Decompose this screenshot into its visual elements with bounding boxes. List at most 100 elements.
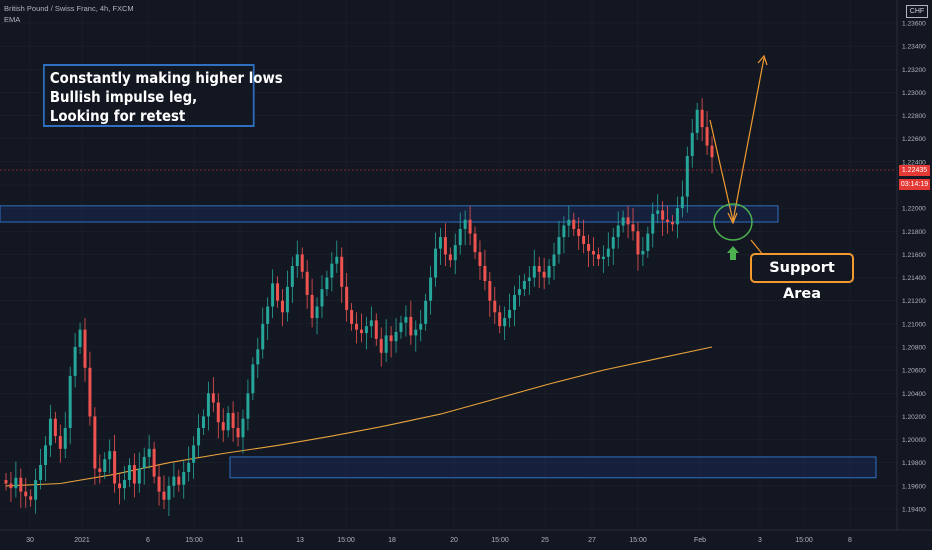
y-tick-label: 1.19400 <box>902 507 926 514</box>
candle-body <box>201 416 205 428</box>
x-tick-label: 11 <box>236 537 243 544</box>
candle-body <box>113 451 117 484</box>
candle-body <box>290 266 294 287</box>
candle-body <box>251 364 255 394</box>
y-tick-label: 1.20400 <box>902 391 926 398</box>
candle-body <box>577 228 581 236</box>
candle-body <box>616 225 620 238</box>
candle-body <box>246 393 250 419</box>
candle-body <box>364 326 368 334</box>
candle-body <box>498 312 502 327</box>
x-tick-label: 15:00 <box>491 537 509 544</box>
indicator-label[interactable]: EMA <box>4 15 21 24</box>
x-axis-ticks[interactable]: 30 2021 6 15:00 11 13 15:00 18 20 15:00 25 27 15:00 F… <box>26 537 852 544</box>
candle-body <box>226 412 230 431</box>
candle-body <box>414 329 418 336</box>
candle-body <box>236 428 240 438</box>
x-tick-label: 13 <box>296 537 304 544</box>
candle-body <box>276 283 280 301</box>
candle-body <box>458 228 462 246</box>
y-tick-label: 1.20200 <box>902 414 926 421</box>
candle-body <box>310 294 314 319</box>
candle-body <box>39 465 43 481</box>
candle-body <box>280 300 284 313</box>
candle-body <box>547 266 551 278</box>
candle-body <box>473 233 477 253</box>
candle-body <box>78 329 82 347</box>
y-tick-label: 1.20600 <box>902 368 926 375</box>
candle-body <box>335 256 339 264</box>
candlestick-series <box>4 98 714 516</box>
y-tick-label: 1.21800 <box>902 229 926 236</box>
candle-body <box>14 477 18 489</box>
x-tick-label: 20 <box>450 537 458 544</box>
candle-body <box>29 496 33 500</box>
x-tick-label: 15:00 <box>185 537 203 544</box>
candle-body <box>197 428 201 446</box>
y-tick-label: 1.21400 <box>902 275 926 282</box>
candle-body <box>582 235 586 245</box>
candle-body <box>631 224 635 232</box>
y-axis-ticks[interactable]: 1.23600 1.23400 1.23200 1.23000 1.22800 1.226… <box>902 21 926 514</box>
candle-body <box>127 465 131 481</box>
candle-body <box>320 289 324 307</box>
x-tick-label: Feb <box>694 537 706 544</box>
x-tick-label: 25 <box>541 537 549 544</box>
candle-body <box>443 237 447 255</box>
x-tick-label: 18 <box>388 537 396 544</box>
candle-body <box>177 476 181 485</box>
zones <box>0 205 877 479</box>
candle-body <box>271 283 275 307</box>
candle-body <box>592 250 596 255</box>
candle-body <box>285 286 289 313</box>
x-tick-label: 15:00 <box>629 537 647 544</box>
up-arrow-icon <box>727 246 739 260</box>
candle-body <box>468 219 472 234</box>
demand-zone <box>229 456 877 479</box>
candle-body <box>567 219 571 226</box>
candle-body <box>4 480 8 484</box>
candle-body <box>601 256 605 260</box>
candle-body <box>671 222 675 225</box>
y-tick-label: 1.23600 <box>902 21 926 28</box>
candle-body <box>300 254 304 272</box>
retest-circle <box>713 203 753 241</box>
ema-line <box>5 346 713 487</box>
candle-body <box>345 286 349 310</box>
candle-body <box>404 316 408 323</box>
candle-body <box>187 462 191 472</box>
candle-body <box>661 210 665 220</box>
candle-body <box>517 289 521 295</box>
candle-body <box>266 306 270 324</box>
candle-body <box>399 322 403 332</box>
candle-body <box>438 237 442 249</box>
note-line-3: Looking for retest <box>49 107 186 125</box>
candle-body <box>182 471 186 485</box>
x-tick-label: 27 <box>588 537 596 544</box>
candle-body <box>611 237 615 249</box>
candle-body <box>157 476 161 492</box>
candle-body <box>48 418 52 446</box>
candle-body <box>58 436 62 449</box>
currency-button[interactable]: CHF <box>906 5 928 18</box>
projection-arrows <box>709 54 768 260</box>
candle-body <box>137 468 141 484</box>
candle-body <box>493 300 497 313</box>
candle-body <box>24 491 28 497</box>
candle-body <box>552 254 556 266</box>
candle-body <box>340 256 344 287</box>
candle-body <box>152 448 156 477</box>
x-tick-label: 15:00 <box>795 537 813 544</box>
candle-body <box>675 208 679 225</box>
candle-body <box>68 375 72 428</box>
candle-body <box>685 156 689 197</box>
y-tick-label: 1.23200 <box>902 67 926 74</box>
candle-body <box>478 252 482 266</box>
candle-body <box>448 254 452 261</box>
candle-body <box>142 456 146 469</box>
candle-body <box>690 132 694 157</box>
candle-body <box>695 109 699 133</box>
grid-lines <box>0 0 897 530</box>
projection-up-arrowhead <box>757 54 768 66</box>
